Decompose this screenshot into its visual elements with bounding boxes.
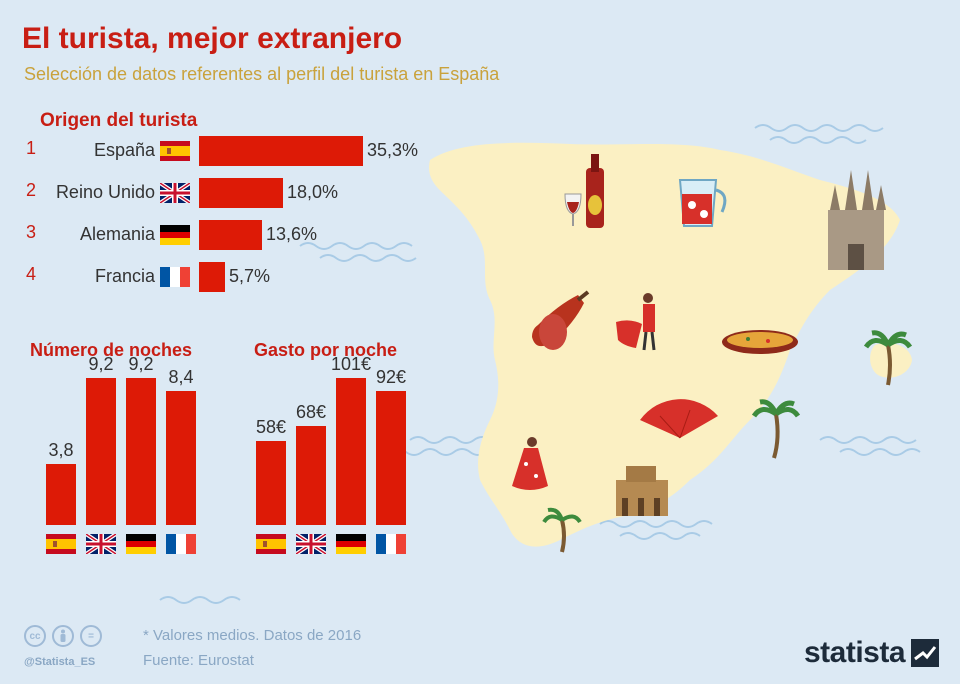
data-label: 101€ (330, 354, 372, 374)
palm-tree-icon (863, 330, 913, 386)
country-label: Alemania (79, 224, 155, 244)
bar (296, 426, 326, 525)
page-title: El turista, mejor extranjero (22, 22, 403, 55)
origin-chart-title: Origen del turista (40, 110, 198, 131)
nights-chart-title: Número de noches (30, 340, 193, 360)
statista-logo-icon (911, 639, 940, 667)
rank-number: 2 (26, 180, 37, 200)
page-subtitle: Selección de datos referentes al perfil … (24, 64, 500, 84)
bar (199, 262, 225, 292)
data-label: 18,0% (287, 182, 339, 202)
data-label: 9,2 (88, 354, 114, 374)
data-label: 68€ (295, 402, 327, 422)
rank-number: 4 (26, 264, 37, 284)
alhambra-icon (616, 466, 668, 516)
bullfighter-icon (616, 293, 656, 351)
jamon-icon (532, 290, 590, 350)
flag-germany-icon (336, 534, 366, 554)
fan-icon (640, 399, 718, 439)
sangria-pitcher-icon (678, 179, 727, 227)
paella-icon (722, 330, 798, 354)
data-label: 3,8 (48, 440, 74, 460)
bar (126, 378, 156, 525)
bar (199, 178, 283, 208)
flag-france-icon (160, 267, 190, 287)
bar (256, 441, 286, 525)
data-label: 92€ (375, 367, 407, 387)
license-icons: cc = (24, 625, 102, 647)
data-label: 8,4 (168, 367, 194, 387)
rank-number: 3 (26, 222, 37, 242)
flag-france-icon (376, 534, 406, 554)
data-label: 35,3% (367, 140, 419, 160)
country-label: Reino Unido (55, 182, 155, 202)
bar (336, 378, 366, 525)
bar (166, 391, 196, 525)
bar (199, 220, 262, 250)
nd-icon: = (80, 625, 102, 647)
flag-france-icon (166, 534, 196, 554)
cc-icon: cc (24, 625, 46, 647)
palm-tree-icon (751, 399, 801, 459)
data-label: 5,7% (229, 266, 271, 286)
rank-number: 1 (26, 138, 37, 158)
spend-chart-title: Gasto por noche (254, 340, 398, 360)
palm-tree-icon (542, 507, 582, 553)
flag-germany-icon (126, 534, 156, 554)
footer-source: Fuente: Eurostat (143, 652, 254, 669)
footer-handle: @Statista_ES (24, 656, 96, 668)
spain-map (429, 142, 913, 553)
bar (376, 391, 406, 525)
flag-spain-icon (46, 534, 76, 554)
data-label: 13,6% (266, 224, 318, 244)
sagrada-familia-icon (828, 170, 886, 270)
country-label: España (93, 140, 155, 160)
flamenco-dancer-icon (512, 437, 548, 490)
bar (199, 136, 363, 166)
statista-logo[interactable]: statista (804, 636, 940, 670)
flag-spain-icon (256, 534, 286, 554)
country-label: Francia (94, 266, 155, 286)
bar (46, 464, 76, 525)
flag-spain-icon (160, 141, 190, 161)
by-icon (52, 625, 74, 647)
brand-name: statista (804, 636, 906, 669)
flag-germany-icon (160, 225, 190, 245)
data-label: 58€ (255, 417, 287, 437)
flag-uk-icon (296, 534, 326, 554)
flag-uk-icon (86, 534, 116, 554)
footer-note: * Valores medios. Datos de 2016 (143, 627, 362, 644)
bar (86, 378, 116, 525)
data-label: 9,2 (128, 354, 154, 374)
flag-uk-icon (160, 183, 190, 203)
wine-bottle-icon (564, 154, 604, 228)
